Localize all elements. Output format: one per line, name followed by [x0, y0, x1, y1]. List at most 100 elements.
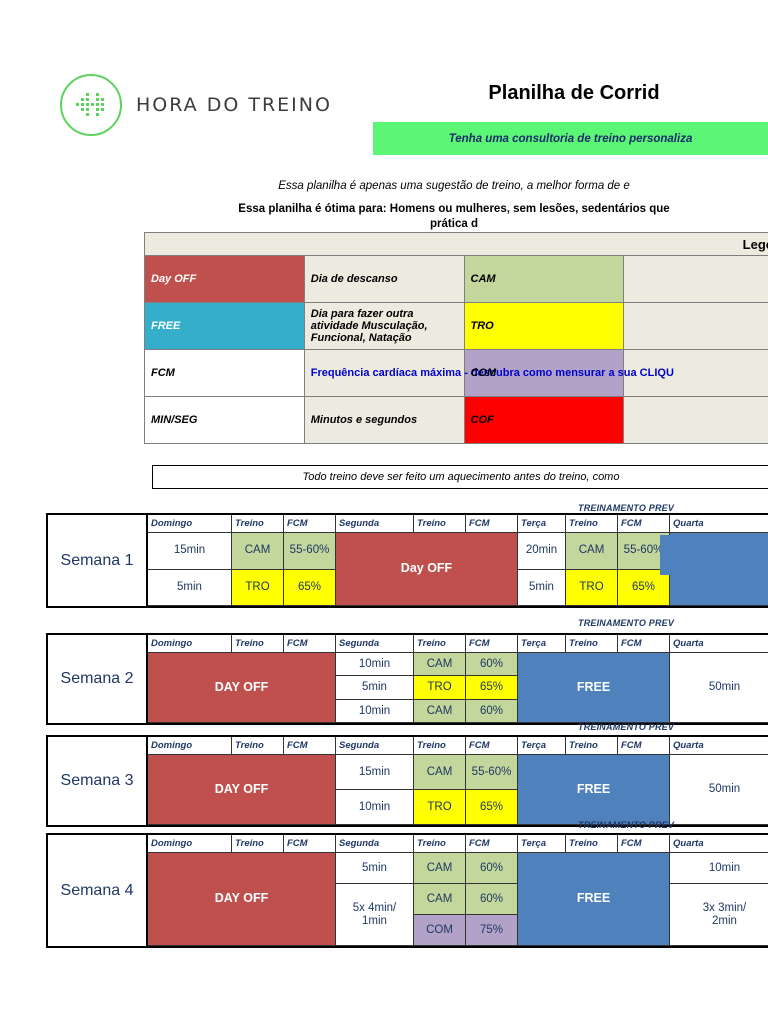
legend-desc-cof: [623, 396, 768, 444]
week-label: Semana 2: [48, 635, 148, 723]
training-preview-label: TREINAMENTO PREV: [578, 722, 675, 732]
domingo-time-cell: 15min: [148, 533, 232, 570]
column-header-treino: Treino: [232, 737, 284, 755]
segunda-fcm-cell: 60%: [466, 653, 518, 677]
column-header-terça: Terça: [518, 835, 566, 853]
column-header-fcm: FCM: [284, 515, 336, 533]
column-header-fcm: FCM: [284, 635, 336, 653]
segunda-time-cell: 5min: [336, 853, 414, 884]
column-header-domingo: Domingo: [148, 737, 232, 755]
legend-row: FREE Dia para fazer outra atividade Musc…: [144, 302, 768, 350]
column-header-treino: Treino: [566, 515, 618, 533]
legend-code-cam: CAM: [463, 255, 625, 303]
legend-row: Day OFF Dia de descanso CAM: [144, 255, 768, 303]
audience-note-line1: Essa planilha é ótima para: Homens ou mu…: [238, 203, 670, 215]
legend-row: MIN/SEG Minutos e segundos COF: [144, 396, 768, 444]
legend-code-tro: TRO: [463, 302, 625, 350]
week-label: Semana 1: [48, 515, 148, 606]
quarta-cell: 50min: [670, 755, 768, 825]
column-header-fcm: FCM: [618, 737, 670, 755]
week-table-4: Semana 4 Domingo Treino FCM Segunda Treino FCM…: [46, 833, 768, 948]
week-grid: Domingo Treino FCM Segunda Treino FCM Terça Tre…: [148, 835, 768, 946]
week1-free-overflow-block: [660, 535, 768, 575]
domingo-dayoff-cell: DAY OFF: [148, 755, 336, 825]
segunda-fcm-cell: 75%: [466, 915, 518, 946]
legend-code-minseg: MIN/SEG: [144, 396, 305, 444]
terca-free-cell: FREE: [518, 853, 670, 946]
segunda-treino-cell: CAM: [414, 884, 466, 915]
segunda-treino-cell: COM: [414, 915, 466, 946]
week-table-3: Semana 3 Domingo Treino FCM Segunda Treino FCM…: [46, 735, 768, 827]
segunda-time-cell: 10min: [336, 653, 414, 677]
column-header-quarta: Quarta: [670, 835, 768, 853]
week-grid: Domingo Treino FCM Segunda Treino FCM Terça Tre…: [148, 737, 768, 825]
column-header-segunda: Segunda: [336, 635, 414, 653]
segunda-time-cell: 5x 4min/ 1min: [336, 884, 414, 946]
legend-code-dayoff: Day OFF: [144, 255, 305, 303]
warmup-note-label: Todo treino deve ser feito um aqueciment…: [302, 471, 620, 483]
week-label: Semana 4: [48, 835, 148, 946]
week-label: Semana 3: [48, 737, 148, 825]
column-header-treino: Treino: [232, 515, 284, 533]
column-header-treino: Treino: [566, 835, 618, 853]
pulse-dots-icon: [60, 74, 122, 136]
domingo-time-cell: 5min: [148, 569, 232, 606]
segunda-treino-cell: CAM: [414, 755, 466, 790]
legend-code-cof: COF: [463, 396, 625, 444]
segunda-fcm-cell: 55-60%: [466, 755, 518, 790]
column-header-terça: Terça: [518, 635, 566, 653]
legend-desc-free: Dia para fazer outra atividade Musculaçã…: [303, 302, 465, 350]
column-header-treino: Treino: [566, 737, 618, 755]
segunda-time-cell: 5min: [336, 676, 414, 700]
column-header-segunda: Segunda: [336, 515, 414, 533]
legend-row: FCM Frequência cardíaca máxima - descubr…: [144, 349, 768, 397]
terca-treino-cell: TRO: [566, 569, 618, 606]
logo-wordmark: HORA DO TREINO: [136, 94, 332, 116]
quarta-time-cell: 3x 3min/ 2min: [670, 884, 768, 946]
column-header-treino: Treino: [232, 835, 284, 853]
column-header-segunda: Segunda: [336, 835, 414, 853]
legend-desc-dayoff: Dia de descanso: [303, 255, 465, 303]
segunda-treino-cell: CAM: [414, 653, 466, 677]
domingo-treino-cell: CAM: [232, 533, 284, 570]
column-header-fcm: FCM: [618, 515, 670, 533]
week-grid: Domingo Treino FCM Segunda Treino FCM Terça Tre…: [148, 635, 768, 723]
training-preview-label: TREINAMENTO PREV: [578, 503, 675, 513]
column-header-fcm: FCM: [466, 835, 518, 853]
segunda-treino-cell: CAM: [414, 699, 466, 723]
legend-desc-fcm: Frequência cardíaca máxima - descubra co…: [303, 349, 674, 397]
warmup-note: Todo treino deve ser feito um aqueciment…: [152, 465, 768, 489]
segunda-fcm-cell: 60%: [466, 699, 518, 723]
consultancy-banner[interactable]: Tenha uma consultoria de treino personal…: [373, 122, 768, 155]
segunda-time-cell: 15min: [336, 755, 414, 790]
consultancy-banner-label: Tenha uma consultoria de treino personal…: [448, 132, 693, 145]
column-header-quarta: Quarta: [670, 515, 768, 533]
column-header-terça: Terça: [518, 515, 566, 533]
column-header-domingo: Domingo: [148, 635, 232, 653]
training-preview-label: TREINAMENTO PREV: [578, 618, 675, 628]
audience-note-line2: prática d: [430, 218, 478, 230]
segunda-treino-cell: CAM: [414, 853, 466, 884]
column-header-quarta: Quarta: [670, 635, 768, 653]
segunda-fcm-cell: 60%: [466, 853, 518, 884]
segunda-dayoff-cell: Day OFF: [336, 533, 518, 606]
column-header-segunda: Segunda: [336, 737, 414, 755]
column-header-domingo: Domingo: [148, 835, 232, 853]
segunda-treino-cell: TRO: [414, 790, 466, 825]
page-title: Planilha de Corrid: [488, 82, 660, 104]
quarta-time-cell: 10min: [670, 853, 768, 884]
column-header-treino: Treino: [566, 635, 618, 653]
segunda-time-cell: 10min: [336, 790, 414, 825]
column-header-treino: Treino: [232, 635, 284, 653]
domingo-treino-cell: TRO: [232, 569, 284, 606]
domingo-dayoff-cell: DAY OFF: [148, 653, 336, 723]
domingo-dayoff-cell: DAY OFF: [148, 853, 336, 946]
domingo-fcm-cell: 55-60%: [284, 533, 336, 570]
quarta-cell: 50min: [670, 653, 768, 723]
segunda-fcm-cell: 60%: [466, 884, 518, 915]
column-header-fcm: FCM: [284, 737, 336, 755]
segunda-treino-cell: TRO: [414, 676, 466, 700]
terca-free-cell: FREE: [518, 653, 670, 723]
terca-fcm-cell: 65%: [618, 569, 670, 606]
